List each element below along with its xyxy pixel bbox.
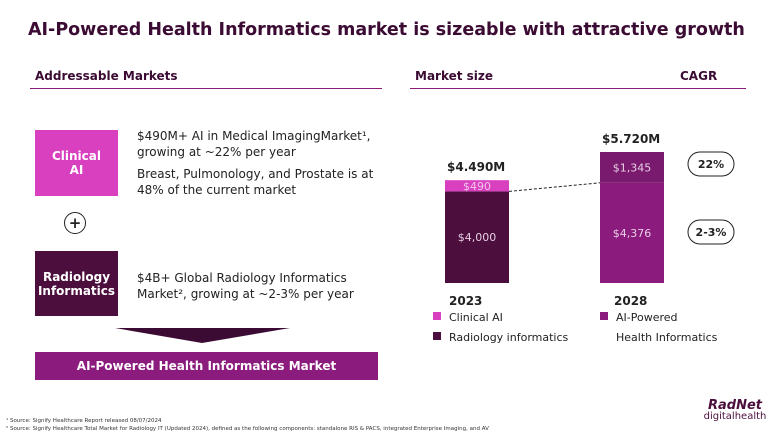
- cagr-label: 22%: [698, 158, 724, 171]
- legend-swatch: [433, 332, 441, 340]
- cagr-oval: [687, 219, 735, 245]
- bar-segment: [445, 191, 509, 283]
- legend-label: Radiology informatics: [449, 331, 569, 344]
- x-label: 2023: [449, 294, 482, 308]
- slide-title: AI-Powered Health Informatics market is …: [28, 20, 745, 40]
- footnote: ² Source: Signify Healthcare Total Marke…: [6, 426, 489, 432]
- value-label: $490: [463, 180, 491, 193]
- radiology-text: $4B+ Global Radiology Informatics Market…: [137, 270, 377, 308]
- legend-label: AI-Powered Health Informatics: [616, 311, 718, 344]
- text-line: $490M+ AI in Medical ImagingMarket¹, gro…: [137, 129, 371, 159]
- value-label: $4,000: [458, 231, 497, 244]
- total-label: $5.720M: [602, 132, 660, 146]
- rule: [30, 88, 382, 89]
- logo: RadNet digitalhealth: [700, 398, 770, 422]
- bar-segment: [600, 182, 664, 283]
- total-label: $4.490M: [447, 160, 505, 174]
- logo-sub: digitalhealth: [703, 411, 767, 422]
- clinical-text: $490M+ AI in Medical ImagingMarket¹, gro…: [137, 128, 387, 204]
- footnote: ¹ Source: Signify Healthcare Report rele…: [6, 418, 162, 424]
- cagr-oval: [687, 151, 735, 177]
- legend-swatch: [433, 312, 441, 320]
- section-heading: Market size: [415, 69, 494, 83]
- text-line: Breast, Pulmonology, and Prostate is at …: [137, 167, 374, 197]
- arrow: [115, 328, 290, 343]
- radiology-box: Radiology Informatics: [35, 251, 118, 316]
- rule: [410, 88, 746, 89]
- value-label: $4,376: [613, 227, 652, 240]
- legend-label: Clinical AI: [449, 311, 503, 324]
- clinical-box: Clinical AI: [35, 130, 118, 196]
- legend-swatch: [600, 312, 608, 320]
- text-line: $4B+ Global Radiology Informatics Market…: [137, 271, 354, 301]
- value-label: $1,345: [613, 161, 652, 174]
- plus-icon: +: [64, 212, 86, 234]
- bar-segment: [600, 152, 664, 183]
- bar-segment: [445, 180, 509, 192]
- cagr-label: 2-3%: [696, 226, 727, 239]
- trend-line: [508, 182, 601, 192]
- section-heading: CAGR: [680, 69, 718, 83]
- x-label: 2028: [614, 294, 647, 308]
- section-heading: Addressable Markets: [35, 69, 178, 83]
- logo-brand: RadNet: [708, 398, 762, 413]
- banner: AI-Powered Health Informatics Market: [35, 352, 378, 380]
